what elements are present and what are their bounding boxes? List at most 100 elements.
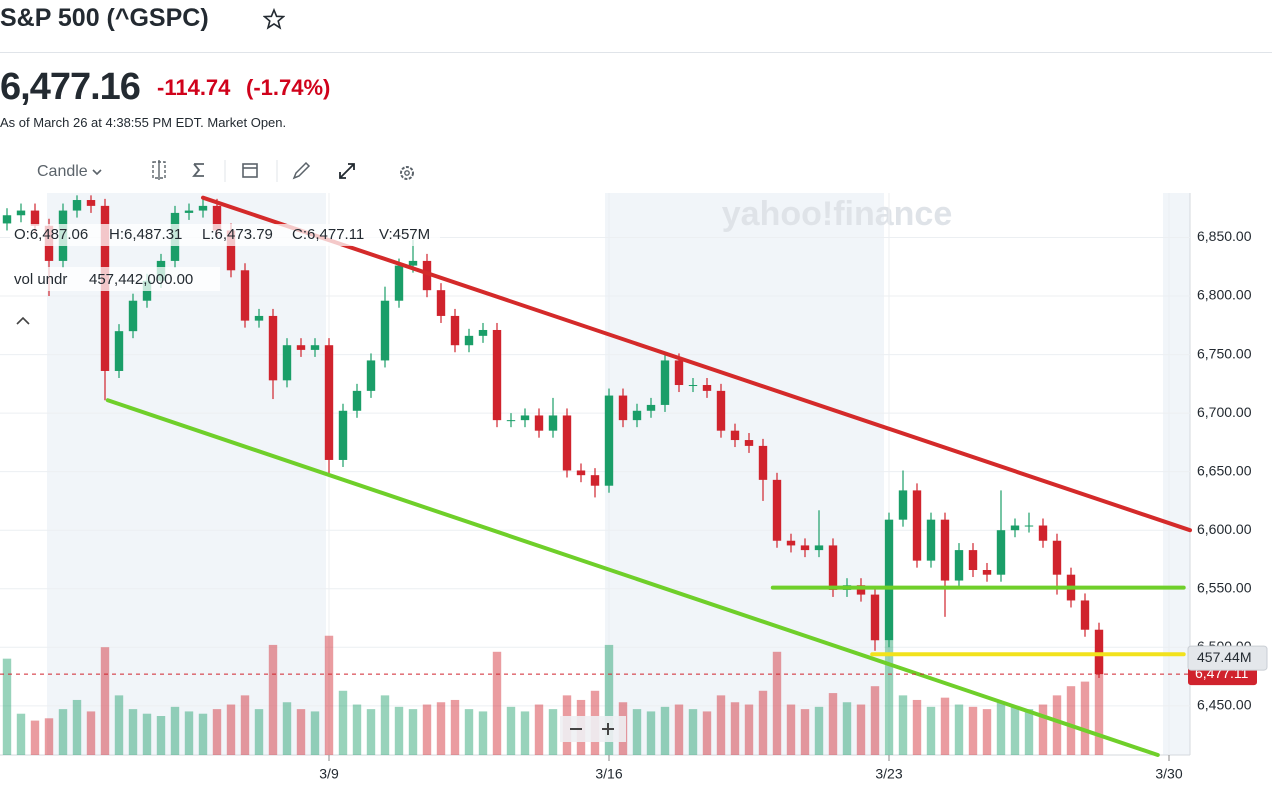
volume-bar (800, 709, 810, 755)
legend-bg (10, 224, 440, 246)
candle-body (324, 345, 334, 460)
volume-bar (954, 704, 964, 755)
candle-body (226, 230, 236, 271)
volume-bar (982, 709, 992, 755)
candle-body (912, 490, 922, 561)
y-tick-label: 6,450.00 (1197, 697, 1252, 713)
volume-bar (1038, 704, 1048, 755)
volume-bar (72, 699, 82, 755)
candle-body (926, 519, 936, 561)
y-tick-label: 6,550.00 (1197, 579, 1252, 595)
volume-bar (884, 640, 894, 755)
ohlc-high: H:6,487.31 (109, 226, 182, 243)
volume-bar (268, 644, 278, 755)
candle-body (716, 390, 726, 431)
volume-bar (842, 702, 852, 755)
volume-bar (114, 695, 124, 755)
candle-body (954, 550, 964, 581)
zoom-in[interactable] (602, 723, 614, 735)
toolbar-icons (152, 160, 414, 182)
volume-bar (646, 711, 656, 755)
volume-bar (968, 706, 978, 755)
volume-bar (184, 711, 194, 755)
ohlc-close: C:6,477.11 (292, 226, 364, 243)
volume-bar (30, 720, 40, 755)
candle-body (744, 440, 754, 446)
draw-icon[interactable] (292, 161, 311, 180)
volume-bar (828, 693, 838, 755)
volume-bar (436, 702, 446, 755)
indicators-icon[interactable] (192, 163, 204, 177)
volume-bar (926, 706, 936, 755)
candle-body (772, 479, 782, 541)
volume-bar (1066, 686, 1076, 755)
candle-body (828, 545, 838, 590)
candle-body (814, 545, 824, 551)
volume-bar (632, 709, 642, 755)
volume-bar (156, 716, 166, 755)
candle-body (394, 265, 404, 301)
watchlist-star[interactable] (263, 8, 285, 30)
candle-body (436, 290, 446, 316)
candle-body (674, 360, 684, 386)
collapse-legend[interactable] (16, 316, 30, 325)
candle-body (562, 415, 572, 471)
candle-body (1024, 525, 1034, 527)
as-of: As of March 26 at 4:38:55 PM EDT. Market… (0, 115, 287, 130)
candle-body (870, 594, 880, 641)
volume-bar (758, 690, 768, 755)
expand-icon[interactable] (339, 163, 355, 179)
candle-body (464, 335, 474, 346)
volume-bar (1052, 695, 1062, 755)
candle-body (660, 360, 670, 405)
candle-body (212, 205, 222, 231)
volume-bar (324, 635, 334, 755)
candle-body (884, 519, 894, 641)
candle-body (86, 200, 96, 206)
candle-body (198, 205, 208, 211)
candle-body (632, 410, 642, 421)
watermark: yahoo!finance (722, 195, 952, 233)
volume-bar (674, 704, 684, 755)
volume-bar (100, 647, 110, 755)
settings-icon[interactable] (400, 166, 414, 180)
volume-bar (1094, 650, 1104, 755)
header: S&P 500 (^GSPC) 6,477.16 -114.74 (-1.74%… (0, 0, 1272, 193)
candle-body (730, 430, 740, 441)
candle-body (2, 215, 12, 224)
price-change-percent: (-1.74%) (246, 75, 331, 100)
trend-line (105, 398, 1160, 757)
volume-bar (492, 651, 502, 755)
date-range-icon[interactable] (242, 163, 258, 178)
candle-body (128, 300, 138, 332)
candle-body (506, 420, 516, 422)
volume-box (1187, 645, 1268, 671)
volume-bar (58, 709, 68, 755)
chart-style-menu[interactable]: Candle (37, 163, 102, 181)
volume-bar (240, 695, 250, 755)
volume-bar (716, 695, 726, 755)
volume-bar (912, 699, 922, 755)
candle-body (856, 585, 866, 595)
y-tick-label: 6,750.00 (1197, 345, 1252, 361)
volume-bar (660, 706, 670, 755)
compare-icon[interactable] (152, 160, 166, 180)
candle-body (604, 395, 614, 486)
volume-bar (128, 709, 138, 755)
candle-body (450, 315, 460, 346)
volume-bar (450, 699, 460, 755)
x-tick-label: 3/16 (595, 766, 622, 782)
candle-body (520, 415, 530, 421)
volume-bar (520, 711, 530, 755)
volume-bar (940, 697, 950, 755)
candle-body (646, 404, 656, 411)
candle-body (786, 540, 796, 546)
candle-body (16, 210, 26, 216)
candle-body (30, 210, 40, 226)
volume-bar (170, 706, 180, 755)
volume-bar (870, 686, 880, 755)
candle-body (1080, 600, 1090, 630)
volume-bar (604, 644, 614, 755)
candle-body (338, 410, 348, 460)
